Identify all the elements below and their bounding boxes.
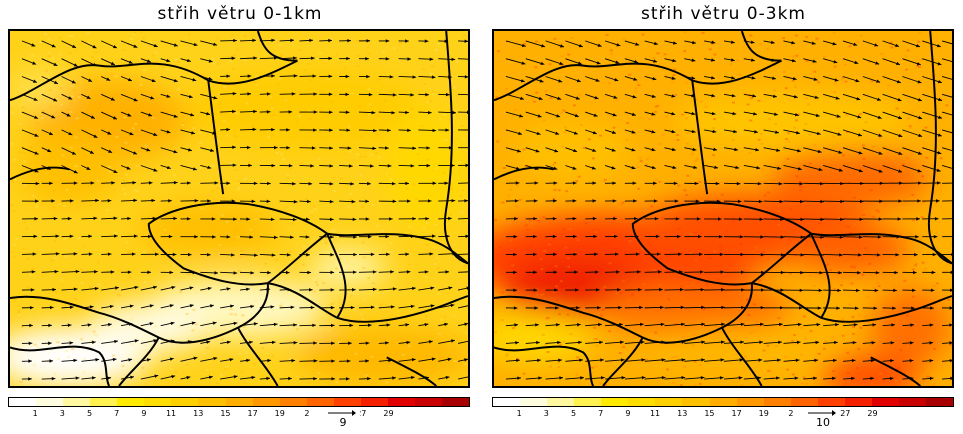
colorbar-tick-label: 19	[758, 409, 769, 418]
colorbar-tick-label: 2	[304, 409, 310, 418]
colorbar-tick-label: 7	[114, 409, 120, 418]
colorbar-segment	[871, 398, 899, 406]
colorbar-tick-label: 13	[677, 409, 688, 418]
colorbar-tick-label: 17	[731, 409, 742, 418]
colorbar-tick-label: 27	[356, 409, 367, 418]
colorbar-tick-label: 5	[570, 409, 577, 418]
colorbar-segment	[790, 398, 818, 406]
colorbar-segment	[279, 398, 307, 406]
colorbar-segment	[198, 398, 226, 406]
colorbar-segment	[117, 398, 145, 406]
shear-map-0-3km	[492, 29, 954, 388]
colorbar-segment	[306, 398, 334, 406]
colorbar-segment	[360, 398, 388, 406]
colorbar-segment	[171, 398, 199, 406]
colorbar-segment	[601, 398, 629, 406]
colorbar-tick-label: 19	[274, 409, 285, 418]
panel-shear-0-3km: střih větru 0-3km 1357911131517192252729…	[484, 0, 963, 434]
colorbar-segment	[387, 398, 415, 406]
colorbar	[8, 397, 470, 407]
colorbar	[492, 397, 954, 407]
colorbar-ticks: 1357911131517192252729	[492, 409, 954, 421]
colorbar-tick-label: 17	[247, 409, 258, 418]
reference-vector: 10	[806, 408, 840, 429]
colorbar-segment	[333, 398, 361, 406]
colorbar-tick-label: 3	[543, 409, 549, 418]
colorbar-tick-label: 5	[86, 409, 93, 418]
colorbar-tick-label: 29	[383, 409, 394, 418]
colorbar-tick-label: 15	[220, 409, 231, 418]
colorbar-segment	[844, 398, 872, 406]
colorbar-segment	[90, 398, 118, 406]
colorbar-segment	[252, 398, 280, 406]
reference-arrow-icon	[328, 410, 356, 416]
colorbar-tick-label: 13	[193, 409, 204, 418]
reference-vector: 9	[326, 408, 360, 429]
reference-arrow-icon	[808, 410, 836, 416]
colorbar-segment	[655, 398, 683, 406]
colorbar-segment	[763, 398, 791, 406]
colorbar-segment	[628, 398, 656, 406]
colorbar-segment	[144, 398, 172, 406]
colorbar-tick-label: 11	[165, 409, 177, 418]
colorbar-tick-label: 9	[141, 409, 147, 418]
colorbar-tick-label: 9	[625, 409, 631, 418]
colorbar-segment	[736, 398, 764, 406]
colorbar-tick-label: 3	[59, 409, 65, 418]
colorbar-tick-label: 2	[788, 409, 794, 418]
panel-title: střih větru 0-1km	[157, 4, 323, 24]
colorbar-segment	[520, 398, 548, 406]
colorbar-segment	[926, 398, 954, 406]
shear-map-0-1km	[8, 29, 470, 388]
colorbar-segment	[36, 398, 64, 406]
reference-vector-label: 9	[339, 416, 347, 429]
colorbar-segment	[682, 398, 710, 406]
colorbar-tick-label: 11	[649, 409, 661, 418]
colorbar-tick-label: 1	[516, 409, 522, 418]
colorbar-segment	[817, 398, 845, 406]
panel-shear-0-1km: střih větru 0-1km 1357911131517192252729…	[0, 0, 480, 434]
colorbar-tick-label: 15	[704, 409, 715, 418]
colorbar-segment	[225, 398, 253, 406]
colorbar-ticks: 1357911131517192252729	[8, 409, 470, 421]
colorbar-segment	[574, 398, 602, 406]
colorbar-segment	[9, 398, 37, 406]
reference-vector-label: 10	[816, 416, 830, 429]
colorbar-segment	[898, 398, 926, 406]
colorbar-segment	[63, 398, 91, 406]
colorbar-tick-label: 1	[32, 409, 38, 418]
colorbar-tick-label: 29	[867, 409, 878, 418]
colorbar-tick-label: 7	[598, 409, 604, 418]
colorbar-segment	[414, 398, 442, 406]
colorbar-segment	[709, 398, 737, 406]
panel-title: střih větru 0-3km	[641, 4, 806, 24]
colorbar-tick-label: 27	[840, 409, 851, 418]
colorbar-segment	[442, 398, 470, 406]
colorbar-segment	[547, 398, 575, 406]
colorbar-segment	[493, 398, 521, 406]
